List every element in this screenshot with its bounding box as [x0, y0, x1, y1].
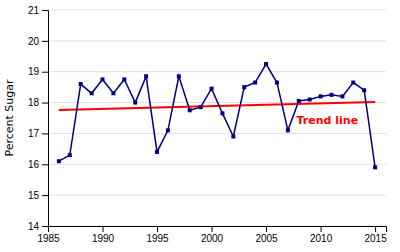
marker: [155, 150, 159, 154]
tick: 17: [28, 128, 48, 139]
y-axis: 14 15 16 17 18 19 20 21: [28, 5, 49, 232]
tick-label: 2010: [310, 233, 333, 244]
marker: [57, 159, 61, 163]
tick: 19: [28, 66, 48, 77]
tick-label: 16: [28, 159, 40, 170]
marker: [188, 108, 192, 112]
annotation: Trend line: [297, 114, 359, 127]
tick-label: 1995: [146, 233, 169, 244]
tick-mark: [375, 226, 376, 232]
marker: [122, 77, 126, 81]
tick-mark: [212, 226, 213, 232]
marker: [79, 82, 83, 86]
axis-line: [49, 227, 387, 233]
grid-line: [48, 164, 386, 165]
marker: [329, 93, 333, 97]
tick-mark: [42, 72, 48, 73]
marker: [210, 87, 214, 91]
tick-mark: [266, 226, 267, 232]
marker: [286, 128, 290, 132]
tick: 2015: [364, 226, 387, 244]
tick: 2010: [310, 226, 333, 244]
marker: [340, 94, 344, 98]
y-axis-title: Percent Sugar: [3, 79, 16, 157]
marker: [362, 88, 366, 92]
marker: [220, 111, 224, 115]
plot-area: [57, 62, 377, 169]
tick-mark: [42, 133, 48, 134]
grid-line: [48, 71, 386, 72]
marker: [275, 81, 279, 85]
marker: [199, 105, 203, 109]
grid-line: [48, 195, 386, 196]
tick-label: 19: [28, 66, 40, 77]
series-line: [59, 64, 375, 167]
tick-label: 21: [28, 5, 40, 16]
tick: 1995: [146, 226, 169, 244]
marker: [231, 135, 235, 139]
tick-mark: [157, 226, 158, 232]
chart: 1985 1990 1995 2000 2005 2010 2015 14 15 16 17 18 19…: [0, 0, 400, 252]
tick: 1985: [37, 226, 60, 244]
marker: [264, 62, 268, 66]
marker: [373, 165, 377, 169]
tick-mark: [103, 226, 104, 232]
tick-mark: [42, 41, 48, 42]
tick-label: 17: [28, 128, 40, 139]
series-line: [59, 102, 375, 110]
grid: [48, 10, 386, 226]
tick-mark: [321, 226, 322, 232]
marker: [101, 77, 105, 81]
tick-label: 14: [28, 221, 40, 232]
grid-line: [48, 133, 386, 134]
tick: 1990: [92, 226, 115, 244]
marker: [308, 97, 312, 101]
marker: [177, 74, 181, 78]
tick: 18: [28, 97, 48, 108]
tick: 2005: [255, 226, 278, 244]
tick: 2000: [201, 226, 224, 244]
tick-label: 2005: [255, 233, 278, 244]
marker: [319, 94, 323, 98]
tick-mark: [42, 226, 48, 227]
tick-mark: [42, 164, 48, 165]
marker: [68, 153, 72, 157]
marker: [90, 91, 94, 95]
tick: 16: [28, 159, 48, 170]
tick-mark: [42, 195, 48, 196]
tick-label: 2015: [364, 233, 387, 244]
tick-label: 20: [28, 36, 40, 47]
marker: [253, 81, 257, 85]
x-axis: 1985 1990 1995 2000 2005 2010 2015: [37, 226, 387, 244]
marker: [111, 91, 115, 95]
tick-label: 1990: [92, 233, 115, 244]
tick-label: 18: [28, 97, 40, 108]
tick: 15: [28, 190, 48, 201]
tick-mark: [42, 10, 48, 11]
tick-label: 15: [28, 190, 40, 201]
tick-label: 2000: [201, 233, 224, 244]
grid-line: [48, 40, 386, 41]
tick: 20: [28, 36, 48, 47]
tick: 21: [28, 5, 48, 16]
tick: 14: [28, 221, 48, 232]
grid-line: [48, 10, 386, 11]
marker: [133, 101, 137, 105]
tick-mark: [42, 103, 48, 104]
marker: [351, 81, 355, 85]
marker: [242, 85, 246, 89]
tick-label: 1985: [37, 233, 60, 244]
marker: [166, 128, 170, 132]
axis-line: [42, 11, 49, 227]
marker: [144, 74, 148, 78]
marker: [297, 99, 301, 103]
